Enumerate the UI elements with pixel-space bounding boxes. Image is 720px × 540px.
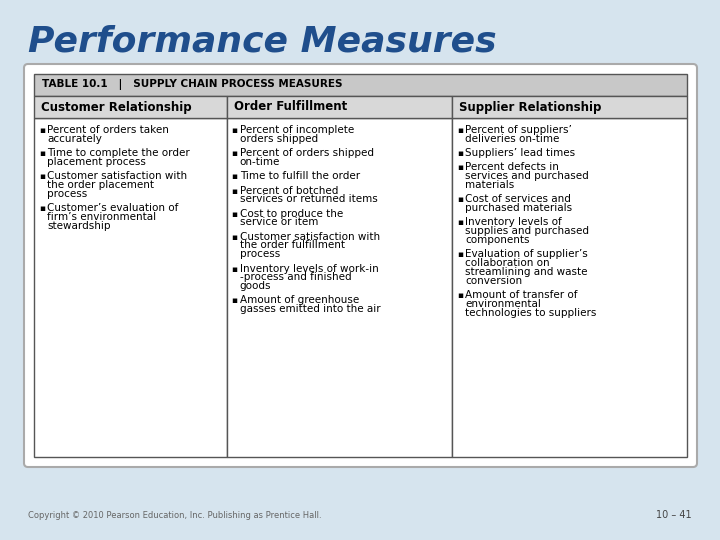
Text: Time to complete the order: Time to complete the order: [47, 148, 190, 158]
Text: firm’s environmental: firm’s environmental: [47, 212, 156, 222]
Text: ▪: ▪: [232, 149, 238, 158]
Text: Copyright © 2010 Pearson Education, Inc. Publishing as Prentice Hall.: Copyright © 2010 Pearson Education, Inc.…: [28, 510, 322, 519]
Text: purchased materials: purchased materials: [465, 203, 572, 213]
Text: Amount of transfer of: Amount of transfer of: [465, 290, 577, 300]
Text: service or item: service or item: [240, 218, 318, 227]
Text: stewardship: stewardship: [47, 221, 110, 231]
Text: the order placement: the order placement: [47, 180, 154, 190]
Text: Order Fulfillment: Order Fulfillment: [233, 100, 347, 113]
Text: ▪: ▪: [457, 149, 463, 158]
Text: ▪: ▪: [232, 296, 238, 306]
Text: Percent defects in: Percent defects in: [465, 163, 559, 172]
Text: ▪: ▪: [457, 164, 463, 172]
Bar: [452, 118, 687, 457]
Text: process: process: [240, 249, 280, 259]
Text: ▪: ▪: [232, 186, 238, 195]
Text: environmental: environmental: [465, 299, 541, 309]
Bar: [34, 96, 227, 118]
Text: Customer satisfaction with: Customer satisfaction with: [240, 232, 379, 242]
Text: Percent of orders taken: Percent of orders taken: [47, 125, 169, 135]
Text: ▪: ▪: [39, 126, 45, 135]
Text: the order fulfillment: the order fulfillment: [240, 240, 345, 251]
Text: ▪: ▪: [457, 126, 463, 135]
Text: 10 – 41: 10 – 41: [657, 510, 692, 520]
Text: streamlining and waste: streamlining and waste: [465, 267, 588, 277]
Bar: [227, 96, 452, 118]
Text: Percent of suppliers’: Percent of suppliers’: [465, 125, 572, 135]
Text: Cost to produce the: Cost to produce the: [240, 208, 343, 219]
Text: ▪: ▪: [457, 251, 463, 259]
Text: ▪: ▪: [457, 218, 463, 227]
Text: services and purchased: services and purchased: [465, 171, 589, 181]
Text: Suppliers’ lead times: Suppliers’ lead times: [465, 148, 575, 158]
Text: deliveries on-time: deliveries on-time: [465, 134, 559, 144]
Text: -process and finished: -process and finished: [240, 272, 351, 282]
Text: accurately: accurately: [47, 134, 102, 144]
Bar: [34, 74, 687, 96]
Text: on-time: on-time: [240, 157, 280, 167]
Bar: [227, 118, 452, 457]
Text: Inventory levels of work-in: Inventory levels of work-in: [240, 264, 379, 274]
Text: Evaluation of supplier’s: Evaluation of supplier’s: [465, 249, 588, 259]
Text: services or returned items: services or returned items: [240, 194, 377, 204]
Text: ▪: ▪: [232, 126, 238, 135]
Text: components: components: [465, 235, 529, 245]
Text: Customer Relationship: Customer Relationship: [41, 100, 192, 113]
Text: placement process: placement process: [47, 157, 146, 167]
Text: supplies and purchased: supplies and purchased: [465, 226, 589, 236]
Text: ▪: ▪: [457, 195, 463, 204]
Text: conversion: conversion: [465, 276, 522, 286]
Text: goods: goods: [240, 281, 271, 291]
Text: Customer’s evaluation of: Customer’s evaluation of: [47, 203, 179, 213]
Text: Performance Measures: Performance Measures: [28, 25, 497, 59]
Text: gasses emitted into the air: gasses emitted into the air: [240, 305, 380, 314]
Text: ▪: ▪: [39, 204, 45, 213]
Text: ▪: ▪: [232, 233, 238, 242]
Text: collaboration on: collaboration on: [465, 258, 549, 268]
Text: ▪: ▪: [232, 210, 238, 219]
Text: technologies to suppliers: technologies to suppliers: [465, 308, 596, 318]
Text: TABLE 10.1   |   SUPPLY CHAIN PROCESS MEASURES: TABLE 10.1 | SUPPLY CHAIN PROCESS MEASUR…: [42, 79, 343, 91]
Text: ▪: ▪: [232, 265, 238, 274]
Text: ▪: ▪: [457, 291, 463, 300]
Text: Amount of greenhouse: Amount of greenhouse: [240, 295, 359, 306]
Text: Percent of incomplete: Percent of incomplete: [240, 125, 354, 135]
Text: materials: materials: [465, 180, 514, 190]
Text: Percent of orders shipped: Percent of orders shipped: [240, 148, 374, 158]
Text: Inventory levels of: Inventory levels of: [465, 218, 562, 227]
Bar: [34, 118, 227, 457]
Text: Customer satisfaction with: Customer satisfaction with: [47, 171, 187, 181]
Text: ▪: ▪: [232, 172, 238, 181]
Text: orders shipped: orders shipped: [240, 134, 318, 144]
Text: Cost of services and: Cost of services and: [465, 194, 571, 204]
Text: Supplier Relationship: Supplier Relationship: [459, 100, 601, 113]
Text: process: process: [47, 189, 87, 199]
Text: ▪: ▪: [39, 149, 45, 158]
FancyBboxPatch shape: [24, 64, 697, 467]
Text: Time to fulfill the order: Time to fulfill the order: [240, 171, 360, 181]
Text: Percent of botched: Percent of botched: [240, 186, 338, 195]
Bar: [452, 96, 687, 118]
Text: ▪: ▪: [39, 172, 45, 181]
